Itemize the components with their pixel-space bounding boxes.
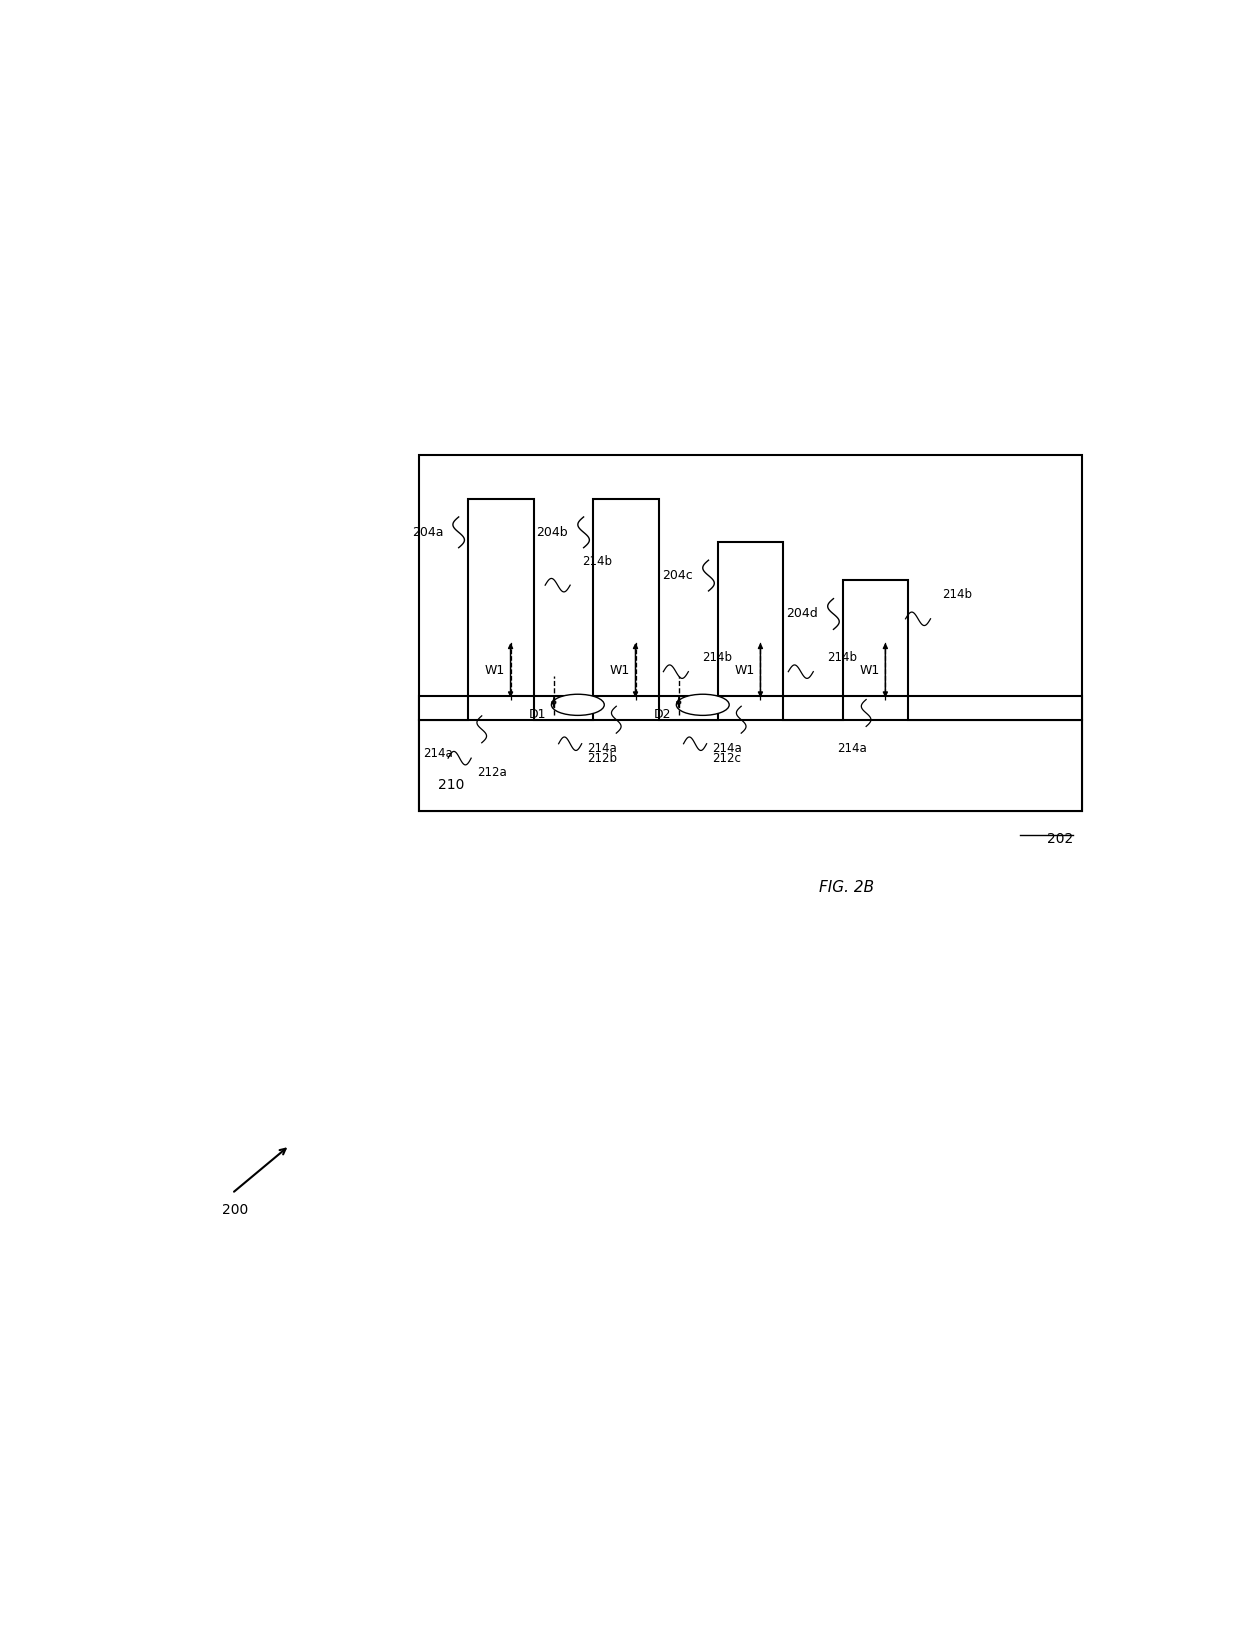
Text: W1: W1: [610, 664, 630, 677]
Text: 204b: 204b: [537, 526, 568, 539]
Text: 214b: 214b: [827, 651, 857, 664]
FancyBboxPatch shape: [718, 543, 784, 695]
Text: 212a: 212a: [477, 766, 507, 779]
Text: FIG. 2B: FIG. 2B: [820, 881, 874, 896]
Text: 214b: 214b: [582, 554, 611, 567]
Text: 204d: 204d: [786, 608, 818, 620]
FancyBboxPatch shape: [419, 695, 469, 720]
Text: 212c: 212c: [712, 751, 742, 764]
FancyBboxPatch shape: [419, 720, 1083, 810]
Text: 212b: 212b: [588, 751, 618, 764]
Ellipse shape: [676, 694, 729, 715]
Text: W1: W1: [859, 664, 879, 677]
Text: 214a: 214a: [424, 746, 454, 760]
FancyBboxPatch shape: [469, 498, 533, 695]
Text: W1: W1: [485, 664, 505, 677]
Text: W1: W1: [734, 664, 755, 677]
FancyBboxPatch shape: [843, 580, 909, 695]
Text: 204c: 204c: [662, 569, 693, 582]
FancyBboxPatch shape: [909, 695, 1083, 720]
Ellipse shape: [552, 694, 604, 715]
FancyBboxPatch shape: [658, 695, 718, 720]
Text: 214b: 214b: [942, 589, 972, 602]
FancyBboxPatch shape: [784, 695, 843, 720]
Text: 214a: 214a: [587, 741, 616, 755]
Text: 214b: 214b: [702, 651, 732, 664]
Text: D1: D1: [528, 709, 546, 722]
Text: D2: D2: [653, 709, 671, 722]
Text: 210: 210: [439, 778, 465, 792]
FancyBboxPatch shape: [419, 455, 1083, 810]
Text: 200: 200: [222, 1203, 248, 1217]
FancyBboxPatch shape: [593, 498, 658, 695]
Text: 202: 202: [1047, 832, 1073, 847]
Text: 214a: 214a: [712, 741, 742, 755]
Text: 214a: 214a: [837, 741, 867, 755]
FancyBboxPatch shape: [533, 695, 593, 720]
Text: 204a: 204a: [412, 526, 444, 539]
